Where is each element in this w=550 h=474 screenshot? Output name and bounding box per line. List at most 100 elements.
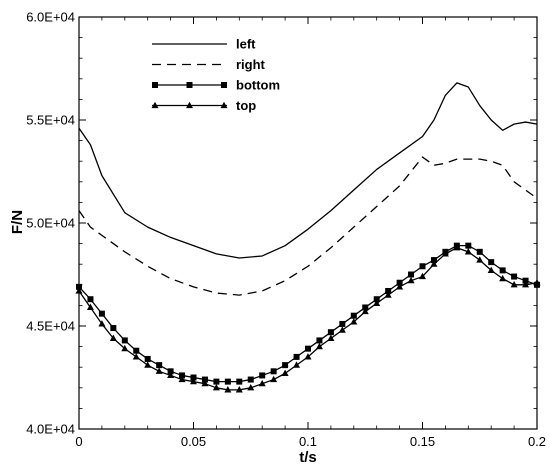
data-point-bottom — [305, 345, 311, 352]
data-point-top — [533, 278, 541, 286]
data-point-top — [396, 283, 404, 290]
data-point-top — [487, 266, 495, 273]
data-point-top — [270, 375, 278, 383]
x-tick-label: 0.05 — [181, 434, 206, 449]
data-point-top — [476, 256, 484, 263]
data-point-top — [201, 379, 209, 387]
data-point-top — [453, 243, 461, 251]
data-point-top — [121, 344, 129, 352]
data-point-top — [144, 361, 152, 368]
data-point-bottom — [156, 362, 163, 369]
data-point-bottom — [179, 372, 186, 379]
legend-label-bottom: bottom — [236, 78, 280, 93]
legend-label-top: top — [236, 98, 256, 113]
data-point-bottom — [133, 347, 140, 354]
data-point-top — [350, 318, 358, 325]
x-tick-label: 0.15 — [410, 434, 435, 449]
legend-item-right: right — [152, 57, 266, 72]
data-point-top — [212, 384, 220, 391]
data-point-top — [315, 342, 323, 350]
data-point-top — [235, 386, 243, 393]
data-point-bottom — [144, 355, 151, 362]
legend-marker-bottom — [186, 82, 193, 88]
data-point-bottom — [350, 312, 357, 319]
data-point-top — [258, 379, 266, 387]
data-point-top — [373, 299, 381, 306]
data-point-top — [441, 250, 449, 257]
data-point-bottom — [282, 362, 289, 369]
data-point-top — [293, 361, 301, 368]
series-left — [78, 82, 538, 259]
y-tick-label: 4.5E+04 — [26, 319, 75, 334]
legend-item-bottom: bottom — [152, 78, 280, 93]
legend-marker-top — [151, 101, 159, 109]
data-point-top — [190, 377, 197, 385]
legend-item-top: top — [151, 98, 256, 113]
data-point-top — [419, 272, 426, 280]
series-line-right — [78, 156, 538, 296]
series-right — [78, 156, 538, 296]
data-point-bottom — [511, 273, 518, 280]
data-point-bottom — [396, 279, 403, 286]
data-point-bottom — [499, 267, 506, 274]
data-point-top — [109, 334, 117, 341]
x-tick-label: 0.1 — [299, 434, 317, 449]
legend-label-left: left — [236, 37, 256, 52]
x-tick-label: 0.2 — [528, 434, 546, 449]
data-point-top — [430, 260, 438, 267]
data-point-top — [281, 369, 289, 376]
data-point-bottom — [293, 353, 300, 360]
data-point-top — [75, 287, 83, 294]
data-point-top — [304, 353, 312, 360]
y-tick-label: 6.0E+04 — [26, 10, 75, 25]
x-tick-label: 0 — [75, 434, 82, 449]
data-point-bottom — [430, 257, 437, 264]
series-line-left — [78, 82, 538, 259]
data-point-top — [155, 367, 163, 374]
data-point-bottom — [373, 296, 380, 303]
series-group — [75, 82, 541, 393]
data-point-top — [86, 303, 94, 311]
data-point-top — [247, 384, 255, 391]
data-point-top — [132, 353, 140, 360]
y-tick-label: 5.5E+04 — [26, 113, 75, 128]
data-point-bottom — [476, 248, 483, 255]
data-point-bottom — [190, 374, 197, 381]
data-point-bottom — [213, 378, 220, 385]
data-point-bottom — [259, 372, 266, 379]
y-tick-label: 5.0E+04 — [26, 216, 75, 231]
data-point-bottom — [385, 287, 392, 294]
data-point-bottom — [465, 242, 472, 249]
y-tick-label: 4.0E+04 — [26, 422, 75, 437]
data-point-top — [510, 281, 518, 288]
data-point-bottom — [327, 329, 334, 336]
data-point-bottom — [201, 376, 208, 383]
data-point-bottom — [167, 368, 174, 375]
y-axis-title: F/N — [9, 210, 26, 234]
data-point-bottom — [270, 368, 277, 375]
data-point-bottom — [339, 320, 346, 327]
legend-label-right: right — [236, 57, 266, 72]
data-point-bottom — [316, 337, 323, 344]
data-point-bottom — [98, 310, 105, 317]
data-point-bottom — [362, 304, 369, 311]
data-point-bottom — [224, 378, 231, 385]
data-point-top — [499, 274, 507, 282]
legend-item-left: left — [152, 37, 256, 52]
data-point-bottom — [488, 259, 495, 266]
legend-marker-top — [186, 101, 193, 109]
data-point-bottom — [247, 376, 254, 383]
series-top — [75, 243, 541, 393]
data-point-bottom — [121, 337, 128, 344]
x-axis-title: t/s — [299, 449, 317, 466]
data-point-top — [327, 334, 335, 341]
legend: left right bottom top — [151, 37, 280, 113]
data-point-top — [167, 371, 175, 379]
data-point-top — [338, 326, 346, 333]
data-point-top — [407, 276, 415, 284]
data-point-top — [98, 320, 106, 327]
data-point-bottom — [110, 325, 117, 332]
legend-marker-bottom — [221, 82, 227, 88]
